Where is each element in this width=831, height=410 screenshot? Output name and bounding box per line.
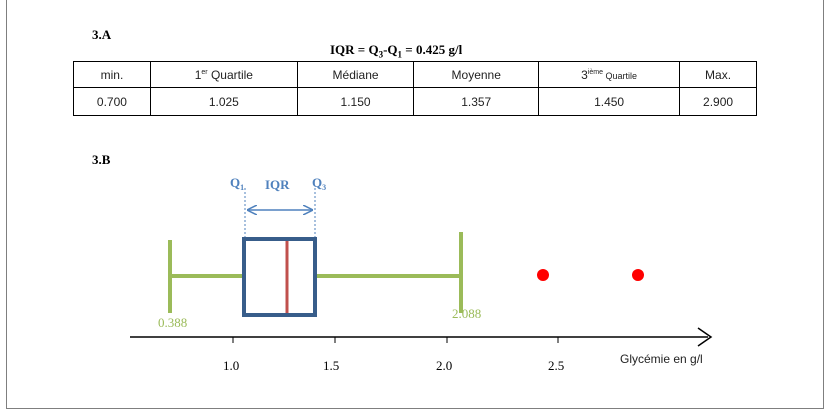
outlier-point: [537, 269, 549, 281]
q1-label: Q1: [230, 175, 244, 192]
value-q1: 1.025: [149, 87, 298, 116]
whisker-high-label: 2.088: [452, 306, 481, 321]
header-q1: 1er Quartile: [149, 61, 298, 88]
header-q3-num: 3: [581, 67, 588, 82]
iqr-formula-sub3: 3: [378, 49, 384, 60]
table-row: 0.700 1.025 1.150 1.357 1.450 2.900: [73, 87, 757, 116]
outlier-point: [632, 269, 644, 281]
value-median: 1.150: [296, 87, 415, 116]
axis-title: Glycémie en g/l: [620, 352, 703, 366]
document-frame: [6, 0, 824, 409]
header-q1-sup: er: [201, 68, 208, 76]
value-q3: 1.450: [538, 87, 681, 116]
section-label-3a: 3.A: [92, 27, 112, 42]
iqr-formula-prefix: IQR = Q: [330, 42, 379, 57]
header-q3-sup: ième: [587, 68, 604, 76]
iqr-formula: IQR = Q3-Q1 = 0.425 g/l: [330, 42, 462, 60]
header-q1-text: Quartile: [207, 67, 253, 82]
section-label-3b: 3.B: [92, 152, 111, 167]
iqr-label: IQR: [265, 177, 290, 192]
iqr-formula-mid: -Q: [383, 42, 398, 57]
axis-arrow-head: [697, 327, 713, 347]
header-mean: Moyenne: [413, 61, 540, 88]
statistics-table: min. 1er Quartile Médiane Moyenne 3ième …: [73, 61, 757, 116]
value-mean: 1.357: [413, 87, 540, 116]
iqr-formula-sub1: 1: [397, 49, 403, 60]
whisker-low-label: 0.388: [158, 315, 187, 330]
header-q1-num: 1: [194, 67, 202, 82]
x-tick-label: 1.5: [323, 358, 339, 373]
q3-label: Q3: [312, 175, 326, 192]
x-tick-label: 2.0: [436, 358, 452, 373]
header-q3: 3ième Quartile: [538, 61, 681, 88]
x-tick-label: 2.5: [548, 358, 564, 373]
header-q3-text: Quartile: [603, 70, 638, 81]
table-header-row: min. 1er Quartile Médiane Moyenne 3ième …: [73, 61, 757, 88]
x-tick-label: 1.0: [223, 358, 239, 373]
iqr-box: [242, 237, 317, 317]
iqr-formula-suffix: = 0.425 g/l: [402, 42, 463, 57]
header-min: min.: [73, 61, 151, 88]
value-max: 2.900: [679, 87, 757, 116]
